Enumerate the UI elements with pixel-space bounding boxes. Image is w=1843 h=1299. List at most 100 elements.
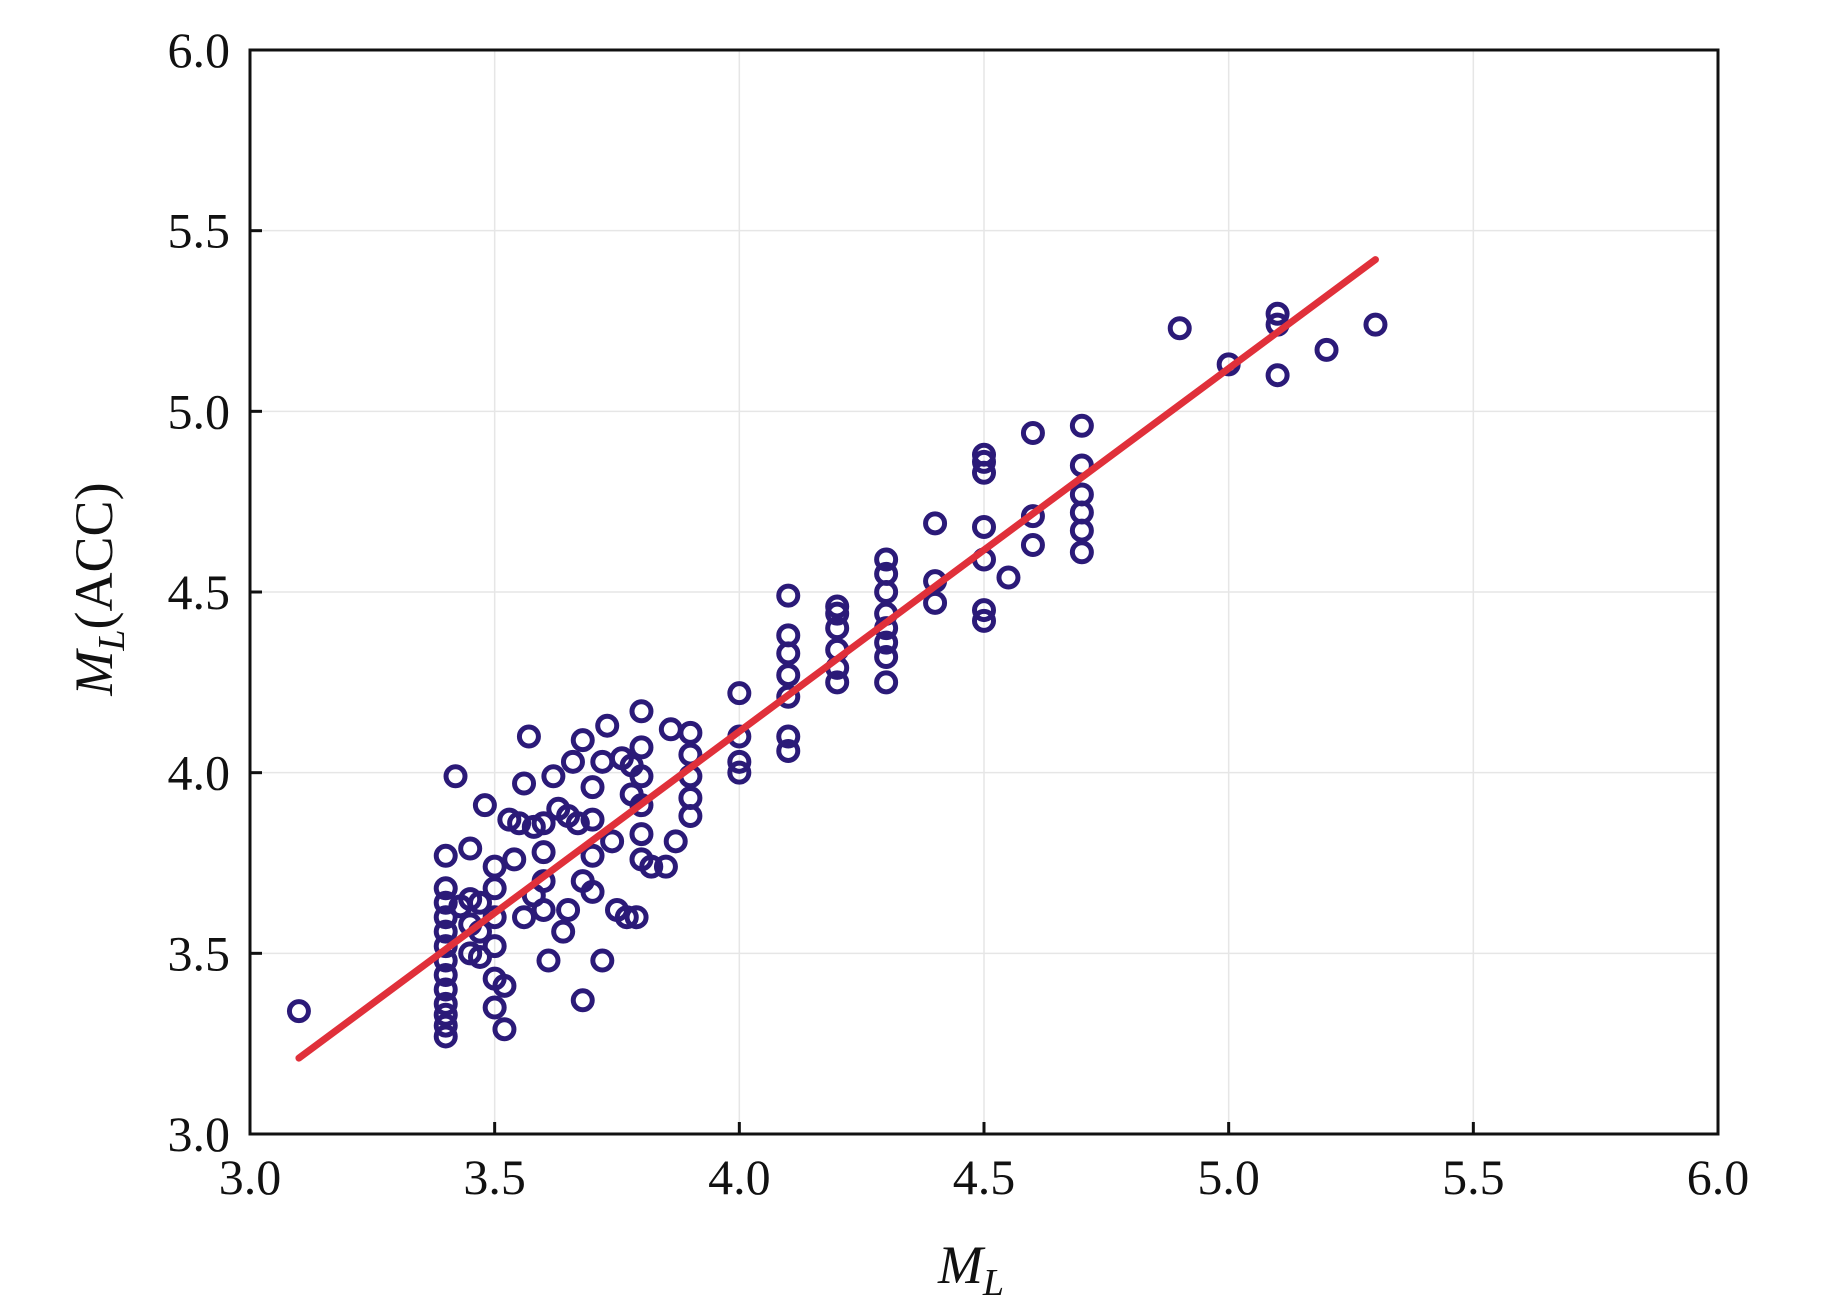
data-point bbox=[874, 645, 899, 670]
x-tick-label: 4.0 bbox=[708, 1149, 771, 1205]
data-point bbox=[727, 749, 752, 774]
y-tick-label: 4.5 bbox=[168, 564, 231, 620]
data-point bbox=[1069, 482, 1094, 507]
data-point bbox=[482, 876, 507, 901]
data-point bbox=[433, 1024, 458, 1049]
data-point bbox=[825, 670, 850, 695]
data-point bbox=[556, 897, 581, 922]
data-point bbox=[653, 854, 678, 879]
data-point bbox=[629, 764, 654, 789]
data-point bbox=[624, 905, 649, 930]
data-point bbox=[482, 854, 507, 879]
data-point bbox=[467, 890, 492, 915]
x-tick-label: 3.0 bbox=[219, 1149, 282, 1205]
data-point bbox=[502, 847, 527, 872]
data-point bbox=[600, 829, 625, 854]
data-point bbox=[433, 890, 458, 915]
y-tick-label: 4.0 bbox=[168, 745, 231, 801]
data-point bbox=[482, 995, 507, 1020]
axis-ticks bbox=[248, 48, 1720, 1136]
data-point bbox=[433, 977, 458, 1002]
data-point bbox=[492, 1017, 517, 1042]
data-point bbox=[531, 897, 556, 922]
data-point bbox=[1069, 413, 1094, 438]
data-point bbox=[433, 919, 458, 944]
data-point bbox=[874, 561, 899, 586]
data-point bbox=[507, 811, 532, 836]
y-tick-labels: 3.0 3.5 4.0 4.5 5.0 5.5 6.0 bbox=[168, 22, 231, 1162]
data-point bbox=[433, 963, 458, 988]
data-point bbox=[1265, 363, 1290, 388]
data-point bbox=[1363, 312, 1388, 337]
y-axis-label-suffix: (ACC) bbox=[64, 482, 124, 629]
x-tick-labels: 3.0 3.5 4.0 4.5 5.0 5.5 6.0 bbox=[219, 1149, 1750, 1205]
data-point bbox=[996, 565, 1021, 590]
data-point bbox=[590, 948, 615, 973]
data-point bbox=[825, 616, 850, 641]
data-point bbox=[874, 630, 899, 655]
data-point bbox=[874, 547, 899, 572]
data-point bbox=[678, 785, 703, 810]
x-tick-label: 3.5 bbox=[463, 1149, 526, 1205]
data-point bbox=[923, 590, 948, 615]
y-axis-label: ML(ACC) bbox=[64, 482, 133, 696]
data-point bbox=[1020, 533, 1045, 558]
fit-line bbox=[295, 256, 1379, 1062]
data-point bbox=[614, 905, 639, 930]
data-point bbox=[776, 684, 801, 709]
data-point bbox=[776, 738, 801, 763]
data-point bbox=[580, 843, 605, 868]
data-point bbox=[639, 854, 664, 879]
data-point bbox=[629, 793, 654, 818]
data-point bbox=[531, 840, 556, 865]
data-point bbox=[570, 728, 595, 753]
data-point bbox=[570, 988, 595, 1013]
grid-lines bbox=[249, 49, 1719, 1135]
data-point bbox=[531, 811, 556, 836]
data-point bbox=[874, 670, 899, 695]
y-tick-label: 3.5 bbox=[168, 925, 231, 981]
x-tick-label: 5.0 bbox=[1197, 1149, 1260, 1205]
data-point bbox=[1314, 337, 1339, 362]
y-axis-label-main: M bbox=[64, 648, 124, 697]
data-point bbox=[1020, 504, 1045, 529]
data-point bbox=[1020, 421, 1045, 446]
data-point bbox=[590, 749, 615, 774]
data-point bbox=[536, 948, 561, 973]
data-point bbox=[923, 511, 948, 536]
data-point bbox=[433, 843, 458, 868]
data-point bbox=[776, 623, 801, 648]
data-point bbox=[433, 876, 458, 901]
data-point bbox=[433, 1013, 458, 1038]
data-point bbox=[972, 598, 996, 623]
data-point bbox=[972, 442, 996, 467]
data-point bbox=[825, 594, 850, 619]
y-tick-label: 3.0 bbox=[168, 1106, 231, 1162]
data-point bbox=[560, 749, 585, 774]
x-tick-label: 6.0 bbox=[1687, 1149, 1750, 1205]
data-point bbox=[580, 879, 605, 904]
data-point bbox=[678, 720, 703, 745]
data-point bbox=[629, 735, 654, 760]
data-point bbox=[565, 811, 590, 836]
data-point bbox=[776, 724, 801, 749]
x-axis-label: ML bbox=[937, 1235, 1004, 1299]
data-point bbox=[658, 717, 683, 742]
data-point bbox=[972, 608, 996, 633]
data-point bbox=[492, 973, 517, 998]
data-point bbox=[551, 919, 576, 944]
data-point bbox=[629, 699, 654, 724]
data-point bbox=[458, 836, 483, 861]
data-point bbox=[663, 829, 688, 854]
x-axis-label-sub: L bbox=[982, 1262, 1004, 1299]
data-point bbox=[595, 713, 620, 738]
data-point bbox=[443, 764, 468, 789]
y-axis-label-sub: L bbox=[91, 629, 133, 651]
data-point bbox=[580, 775, 605, 800]
data-point bbox=[433, 1002, 458, 1027]
data-point bbox=[580, 807, 605, 832]
data-point bbox=[541, 764, 566, 789]
data-point bbox=[629, 822, 654, 847]
data-point bbox=[776, 663, 801, 688]
y-tick-label: 5.5 bbox=[168, 203, 231, 259]
